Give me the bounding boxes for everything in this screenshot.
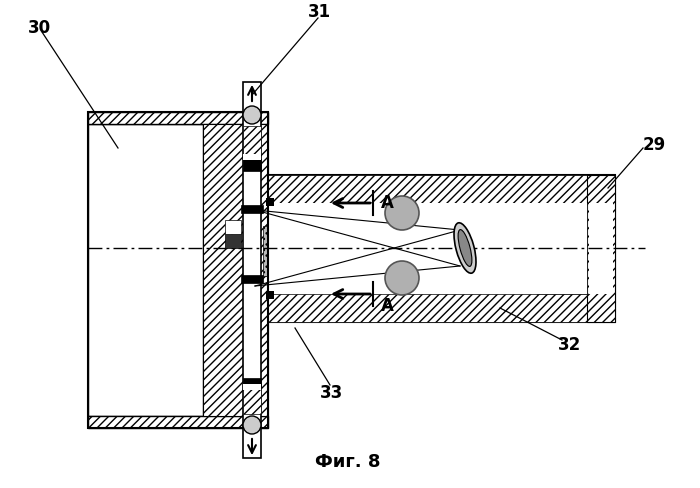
Text: 31: 31: [308, 3, 331, 21]
Bar: [88, 416, 268, 428]
Bar: [88, 112, 268, 124]
Circle shape: [243, 416, 261, 434]
Bar: [266, 198, 274, 206]
Bar: [243, 82, 261, 458]
Polygon shape: [537, 203, 587, 294]
Bar: [243, 378, 261, 388]
Bar: [243, 386, 261, 414]
Bar: [243, 154, 261, 160]
Text: Фиг. 8: Фиг. 8: [315, 453, 381, 471]
Text: A: A: [381, 194, 394, 212]
Bar: [88, 124, 203, 416]
Bar: [225, 220, 241, 234]
Bar: [268, 175, 615, 322]
Text: 30: 30: [28, 19, 51, 37]
Bar: [268, 175, 587, 203]
Circle shape: [385, 196, 419, 230]
Circle shape: [243, 106, 261, 124]
Ellipse shape: [454, 223, 476, 273]
Bar: [587, 175, 615, 322]
Bar: [241, 275, 263, 283]
Bar: [243, 159, 261, 171]
Ellipse shape: [458, 229, 472, 266]
Bar: [88, 112, 268, 428]
Bar: [243, 384, 261, 390]
Bar: [243, 126, 261, 154]
Bar: [203, 124, 268, 416]
Bar: [589, 203, 613, 294]
Bar: [268, 203, 587, 294]
Bar: [225, 234, 241, 248]
Text: 29: 29: [643, 136, 666, 154]
Bar: [263, 226, 285, 276]
Text: 33: 33: [320, 384, 343, 402]
Bar: [539, 205, 585, 292]
Text: A: A: [381, 297, 394, 315]
Bar: [241, 205, 263, 213]
Bar: [268, 294, 587, 322]
Text: 32: 32: [558, 336, 581, 354]
Circle shape: [385, 261, 419, 295]
Bar: [266, 291, 274, 299]
